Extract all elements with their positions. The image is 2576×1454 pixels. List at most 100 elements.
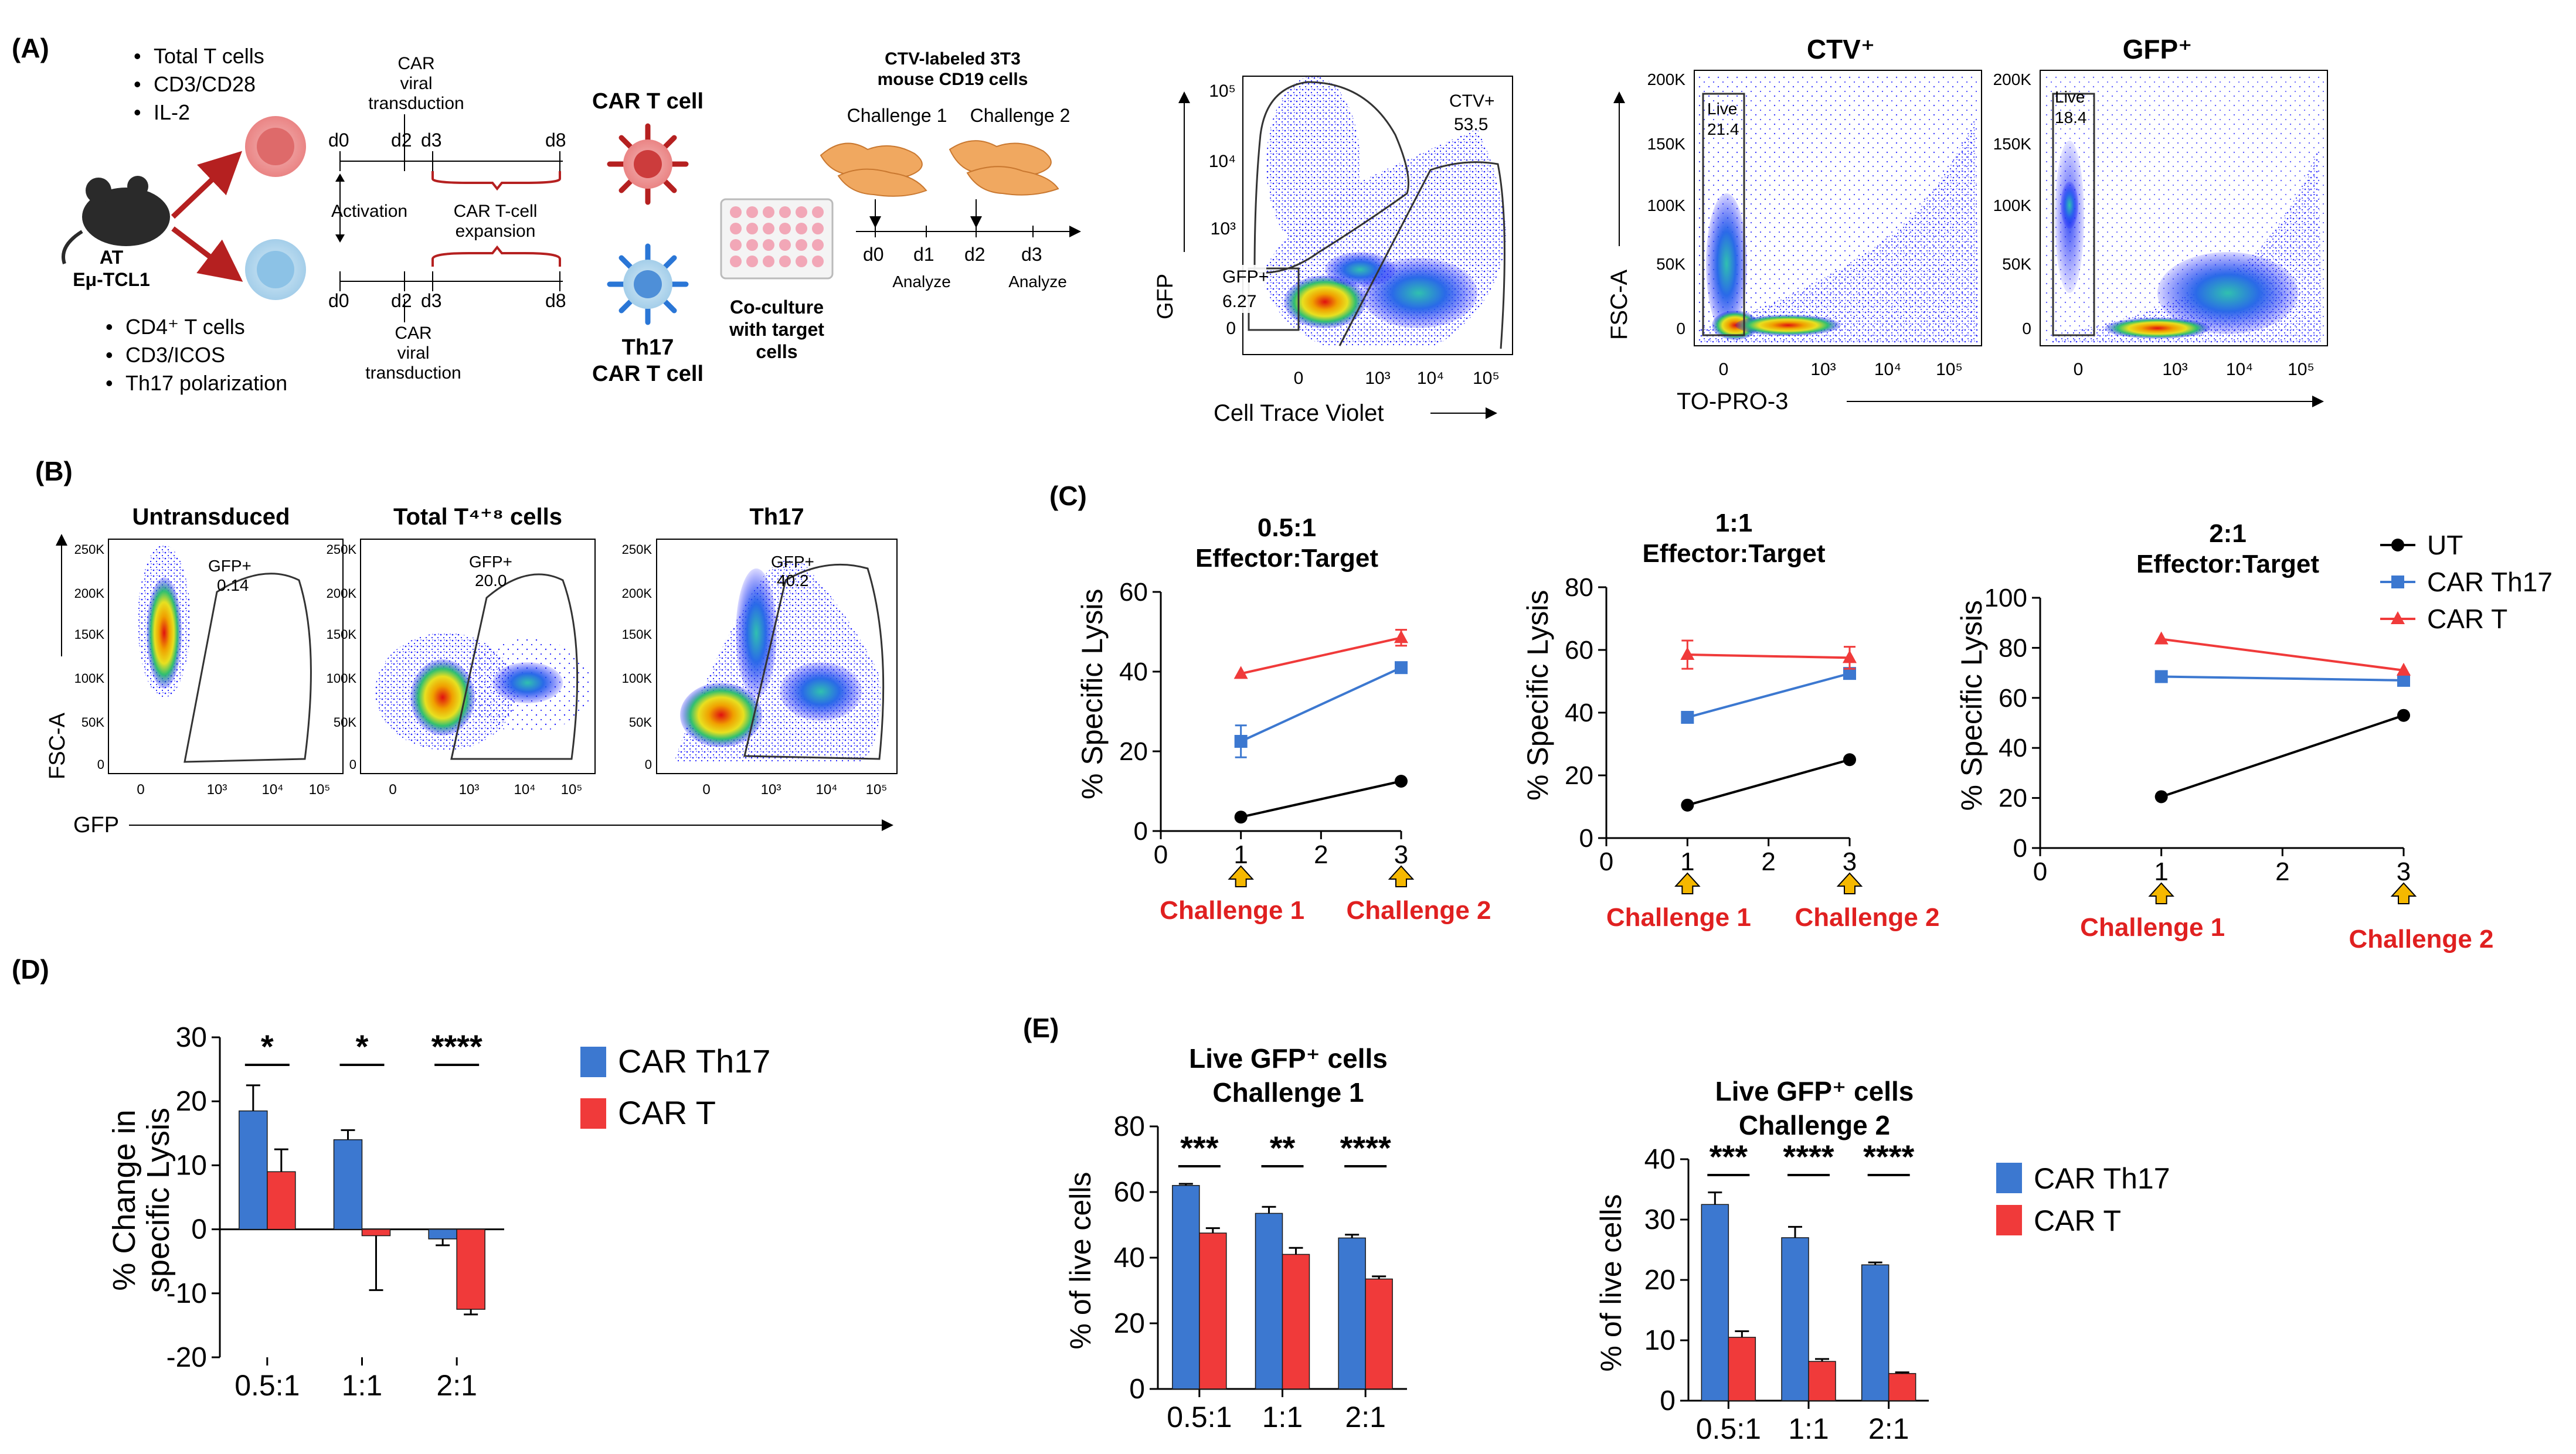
xtick: 10⁴ xyxy=(514,782,535,798)
y-tick-label: 20 xyxy=(1644,1265,1676,1296)
y-tick-label: 80 xyxy=(1114,1111,1145,1142)
b-gate-name: GFP+ xyxy=(469,553,512,571)
ytick: 50K xyxy=(1656,255,1685,273)
ytick: 150K xyxy=(1647,135,1686,153)
bullet-marker: • xyxy=(106,315,113,339)
ytick: 0 xyxy=(1226,319,1236,338)
y-tick-label: 10 xyxy=(176,1150,207,1181)
y-tick-label: -20 xyxy=(166,1342,207,1373)
y-axis-label: % Specific Lysis xyxy=(1955,600,1988,811)
panel-a: (A) • Total T cells • CD3/CD28 • IL-2 AT… xyxy=(12,33,2328,426)
well xyxy=(779,223,791,234)
day-label: d3 xyxy=(421,130,442,151)
data-point-ut xyxy=(2154,790,2168,803)
series-line-car-th17 xyxy=(2161,675,2404,682)
flow-plot-ctv-gfp xyxy=(1242,76,1513,355)
live-ctv-yticks: 200K 150K 100K 50K 0 xyxy=(1647,70,1686,338)
well xyxy=(796,239,807,251)
bar-car-th17 xyxy=(333,1139,363,1230)
ytick: 100K xyxy=(327,671,357,686)
y-axis-label: % Specific Lysis xyxy=(1076,589,1109,799)
mouse-icon xyxy=(62,176,170,264)
day-label: d2 xyxy=(391,290,412,311)
transduction-bottom-1: CAR xyxy=(395,324,431,343)
xtick: 10⁴ xyxy=(2226,360,2253,379)
ytick: 250K xyxy=(327,542,357,557)
ytick: 150K xyxy=(1993,135,2032,153)
bar-car-t xyxy=(1199,1232,1227,1390)
bar-car-th17 xyxy=(428,1228,457,1240)
data-point-car-t xyxy=(1843,650,1857,663)
challenge-arrow-icon xyxy=(1388,865,1415,887)
series-line-car-t xyxy=(2161,638,2404,672)
y-tick-label: -10 xyxy=(166,1278,207,1309)
chart-title: Effector:Target xyxy=(1195,544,1378,573)
analyze-1: Analyze xyxy=(892,273,951,291)
series-line-ut xyxy=(1241,780,1402,819)
flow-ctv-ylabel: GFP xyxy=(1153,274,1178,319)
well xyxy=(763,239,774,251)
xtick: 10³ xyxy=(761,782,781,798)
challenge-days: d0 d1 d2 d3 xyxy=(863,244,1042,265)
b-yticks-2: 250K 200K 150K 100K 50K 0 xyxy=(327,542,357,772)
x-tick-label: 2 xyxy=(2275,857,2289,886)
bullet-il2: IL-2 xyxy=(154,100,190,124)
series-line-car-t xyxy=(1687,653,1850,659)
xtick: 0 xyxy=(1294,369,1304,388)
bar-car-th17 xyxy=(1338,1237,1366,1390)
x-tick-label: 3 xyxy=(2397,857,2411,886)
naive-tcell-blue-nucleus xyxy=(257,251,294,288)
coculture-line2: with target xyxy=(729,319,824,340)
bar-car-t xyxy=(1365,1278,1393,1390)
legend-d: CAR Th17 CAR T xyxy=(580,1043,770,1131)
day-label: d3 xyxy=(421,290,442,311)
legend-marker-ut xyxy=(2391,539,2404,551)
y-axis-label: % Specific Lysis xyxy=(1521,590,1554,801)
y-tick-label: 100 xyxy=(1984,584,2027,612)
y-tick-label: 0 xyxy=(1579,824,1593,853)
ytick: 10⁵ xyxy=(1209,81,1236,101)
bullet-marker: • xyxy=(134,100,141,124)
ytick: 0 xyxy=(1676,319,1685,338)
ticks-top xyxy=(339,151,560,171)
xtick: 10³ xyxy=(1810,360,1836,379)
challenge-label: Challenge 1 xyxy=(2080,913,2225,942)
live-title-gfp: GFP⁺ xyxy=(2123,34,2193,64)
day-label: d8 xyxy=(545,290,566,311)
panel-b-label: (B) xyxy=(35,456,73,486)
bar-car-t xyxy=(267,1171,296,1230)
x-tick-label: 2:1 xyxy=(1345,1401,1386,1433)
ytick: 50K xyxy=(629,715,652,730)
transduction-bottom-3: transduction xyxy=(365,363,461,383)
x-tick-label: 3 xyxy=(1843,847,1857,876)
th17-label-2: CAR T cell xyxy=(592,362,704,386)
well xyxy=(812,206,824,218)
bullet-cd4: CD4⁺ T cells xyxy=(125,315,245,339)
significance-stars: **** xyxy=(1783,1138,1834,1175)
ytick: 150K xyxy=(74,627,105,642)
ytick: 200K xyxy=(622,586,653,601)
well xyxy=(779,256,791,267)
challenge-1-label: Challenge 1 xyxy=(847,105,947,126)
well xyxy=(812,223,824,234)
th17-label-1: Th17 xyxy=(622,335,674,360)
challenge-arrow-icon xyxy=(2148,882,2174,904)
arrowhead-icon xyxy=(335,173,345,182)
y-tick-label: 30 xyxy=(1644,1204,1676,1235)
xtick: 0 xyxy=(702,782,710,798)
panel-d-label: (D) xyxy=(12,954,49,985)
car-t-cell-nucleus xyxy=(634,150,662,178)
ytick: 10⁴ xyxy=(1209,152,1236,171)
bar-car-th17 xyxy=(1172,1185,1200,1390)
ytick: 0 xyxy=(2022,319,2031,338)
xtick: 0 xyxy=(389,782,396,798)
day-label: d3 xyxy=(1021,244,1042,265)
bottom-bullets: • CD4⁺ T cells • CD3/ICOS • Th17 polariz… xyxy=(106,315,287,395)
live-gfp-yticks: 200K 150K 100K 50K 0 xyxy=(1993,70,2032,338)
panel-c-label: (C) xyxy=(1049,481,1087,511)
day-label: d0 xyxy=(328,290,349,311)
day-label: d0 xyxy=(863,244,884,265)
ytick: 0 xyxy=(349,757,356,772)
y-tick-label: 40 xyxy=(1119,658,1148,686)
